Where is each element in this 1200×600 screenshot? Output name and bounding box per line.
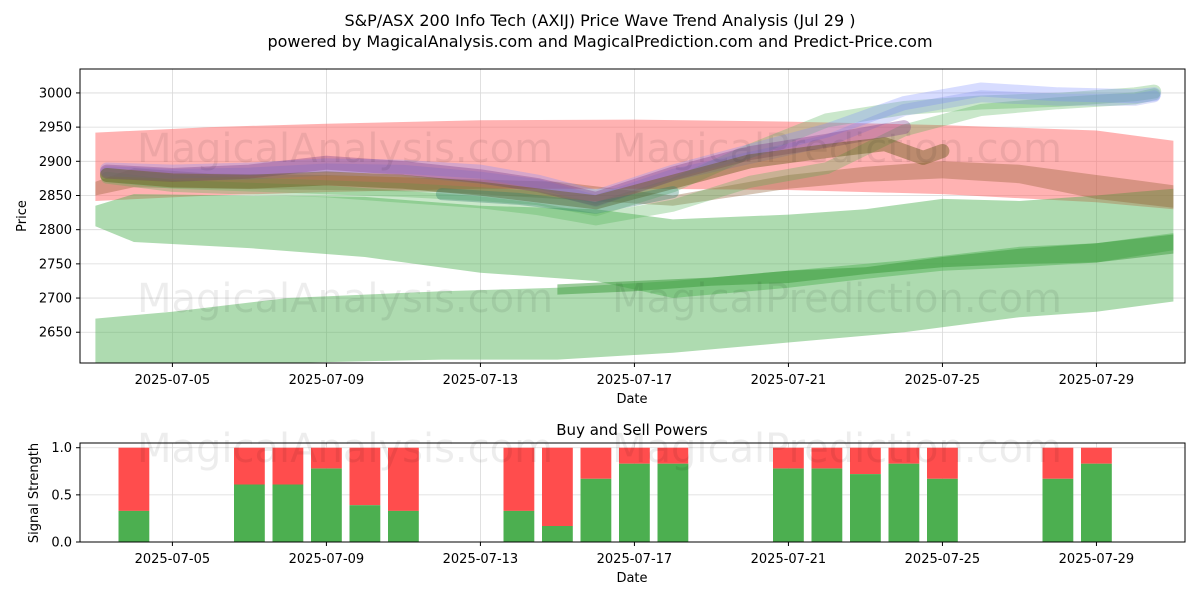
price-x-tick-label: 2025-07-25 [905, 373, 981, 388]
sell-bar [1081, 447, 1112, 464]
price-wave-lines [100, 82, 1162, 226]
sell-bar [811, 447, 843, 469]
green-dark-band [557, 234, 1174, 295]
buy-bar [773, 468, 804, 542]
price-bands [95, 119, 1174, 363]
buy-bar [272, 484, 304, 542]
buy-bar [118, 510, 150, 542]
power-x-tick-label: 2025-07-13 [443, 552, 519, 567]
buy-bar [349, 505, 381, 542]
buy-bar [580, 478, 612, 542]
power-x-tick-label: 2025-07-09 [289, 552, 365, 567]
price-y-tick-label: 2650 [39, 326, 72, 341]
price-y-ticks: 2650 2700 2750 2800 2850 2900 2950 3000 [39, 86, 80, 341]
buy-bar [311, 468, 342, 542]
price-x-tick-label: 2025-07-17 [597, 373, 673, 388]
green-wave-1 [100, 84, 1162, 217]
brown-wave [100, 137, 950, 210]
power-x-tick-label: 2025-07-05 [135, 552, 211, 567]
price-panel: MagicalAnalysis.com MagicalPrediction.co… [15, 68, 1186, 407]
watermark-bottom-1: MagicalAnalysis.com [137, 426, 553, 472]
power-y-tick-label: 0.0 [51, 536, 72, 551]
watermark-bottom-2: MagicalPrediction.com [612, 426, 1062, 472]
buy-bar [234, 484, 265, 542]
power-x-tick-label: 2025-07-17 [597, 552, 673, 567]
sell-bar [888, 447, 920, 464]
sell-bar [388, 447, 419, 511]
power-y-tick-label: 1.0 [51, 441, 72, 456]
sell-bar [272, 447, 304, 485]
sell-bar [542, 447, 573, 526]
sell-bar [927, 447, 958, 479]
price-grid [80, 69, 1185, 363]
buy-bar [503, 510, 535, 542]
buy-bar [657, 463, 689, 542]
sell-bar [1042, 447, 1074, 479]
power-x-tick-label: 2025-07-21 [751, 552, 827, 567]
sell-bar [580, 447, 612, 479]
brown-band [95, 161, 1174, 208]
price-x-tick-label: 2025-07-05 [135, 373, 211, 388]
sell-bar [619, 447, 650, 464]
sell-bar [850, 447, 881, 475]
power-y-tick-label: 0.5 [51, 488, 72, 503]
power-axes-frame [79, 442, 1186, 543]
sell-bar [349, 447, 381, 506]
blue-wave-1 [100, 82, 1162, 204]
watermark-top-1: MagicalAnalysis.com [137, 126, 553, 172]
price-y-tick-label: 2750 [39, 257, 72, 272]
price-x-label: Date [616, 392, 647, 407]
buy-bar [811, 468, 843, 542]
price-y-tick-label: 2950 [39, 121, 72, 136]
buy-bar [927, 478, 958, 542]
blue-wave-2 [101, 90, 1161, 207]
buy-bar [388, 510, 419, 542]
buy-bar [850, 474, 881, 542]
green-wave-2 [101, 88, 1161, 226]
price-y-tick-label: 3000 [39, 86, 72, 101]
power-x-tick-label: 2025-07-29 [1059, 552, 1135, 567]
buy-bar [542, 526, 573, 542]
power-panel: Buy and Sell Powers MagicalAnalysis.com … [27, 421, 1186, 586]
buy-bar [1081, 463, 1112, 542]
red-wide-band [95, 119, 1174, 210]
power-x-label: Date [616, 571, 647, 586]
chart-title: S&P/ASX 200 Info Tech (AXIJ) Price Wave … [345, 11, 856, 30]
sell-bar [503, 447, 535, 511]
chart-subtitle: powered by MagicalAnalysis.com and Magic… [267, 32, 932, 51]
price-x-tick-label: 2025-07-21 [751, 373, 827, 388]
price-y-tick-label: 2900 [39, 155, 72, 170]
sell-bar [773, 447, 804, 469]
power-bars [118, 447, 1112, 542]
price-x-tick-label: 2025-07-29 [1059, 373, 1135, 388]
purple-wave [100, 120, 911, 206]
price-axes-frame [79, 68, 1186, 364]
buy-bar [1042, 478, 1074, 542]
buy-bar [888, 463, 920, 542]
price-x-tick-label: 2025-07-09 [289, 373, 365, 388]
price-y-tick-label: 2800 [39, 223, 72, 238]
sell-bar [311, 447, 342, 469]
watermark-top-2: MagicalPrediction.com [612, 126, 1062, 172]
sell-bar [657, 447, 689, 464]
power-title: Buy and Sell Powers [556, 421, 708, 439]
power-y-ticks: 0.0 0.5 1.0 [51, 441, 80, 551]
power-x-tick-label: 2025-07-25 [905, 552, 981, 567]
watermark-top-4: MagicalPrediction.com [612, 276, 1062, 322]
power-y-label: Signal Strength [27, 443, 42, 543]
sell-bar [118, 447, 150, 511]
price-y-tick-label: 2850 [39, 189, 72, 204]
power-x-ticks: 2025-07-05 2025-07-09 2025-07-13 2025-07-17… [135, 542, 1135, 567]
watermark-top-3: MagicalAnalysis.com [137, 276, 553, 322]
teal-wave [435, 186, 679, 214]
price-y-tick-label: 2700 [39, 292, 72, 307]
price-plot-area [80, 69, 1185, 363]
price-y-label: Price [15, 200, 30, 232]
sell-bar [234, 447, 265, 485]
price-x-tick-label: 2025-07-13 [443, 373, 519, 388]
buy-bar [619, 463, 650, 542]
price-x-ticks: 2025-07-05 2025-07-09 2025-07-13 2025-07-17… [135, 363, 1135, 388]
